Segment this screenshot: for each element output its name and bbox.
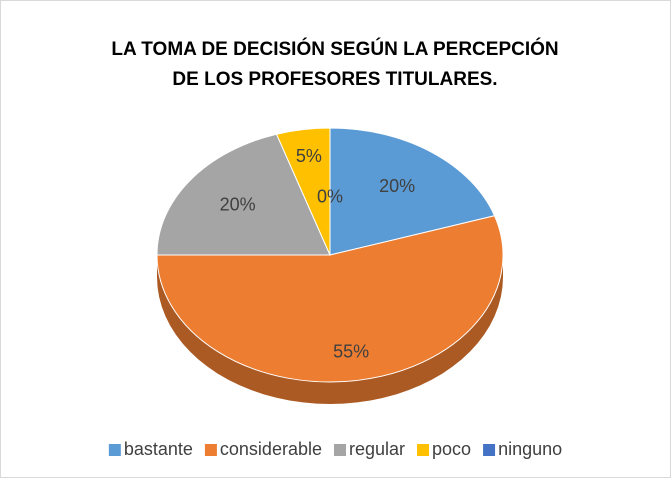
legend: bastante considerable regular poco ninguno — [108, 439, 562, 459]
legend-swatch — [417, 444, 430, 456]
data-label: 55% — [333, 342, 369, 362]
slice — [156, 133, 331, 256]
legend-label: bastante — [124, 439, 193, 459]
slice — [156, 215, 504, 383]
slice — [329, 127, 496, 256]
legend-swatch — [108, 444, 121, 456]
legend-swatch — [333, 444, 346, 456]
legend-swatch — [483, 444, 496, 456]
data-label: 0% — [317, 187, 343, 207]
chart-title: LA TOMA DE DECISIÓN SEGÚN LA PERCEPCIÓN — [111, 38, 558, 60]
slice-side — [157, 255, 503, 404]
legend-label: regular — [349, 439, 405, 459]
legend-label: poco — [432, 439, 471, 459]
legend-label: ninguno — [498, 439, 562, 459]
legend-label: considerable — [220, 439, 322, 459]
data-label: 20% — [220, 194, 256, 214]
data-label: 5% — [296, 146, 322, 166]
chart-title: DE LOS PROFESORES TITULARES. — [172, 69, 497, 90]
legend-swatch — [204, 444, 217, 456]
data-label: 20% — [379, 176, 415, 196]
